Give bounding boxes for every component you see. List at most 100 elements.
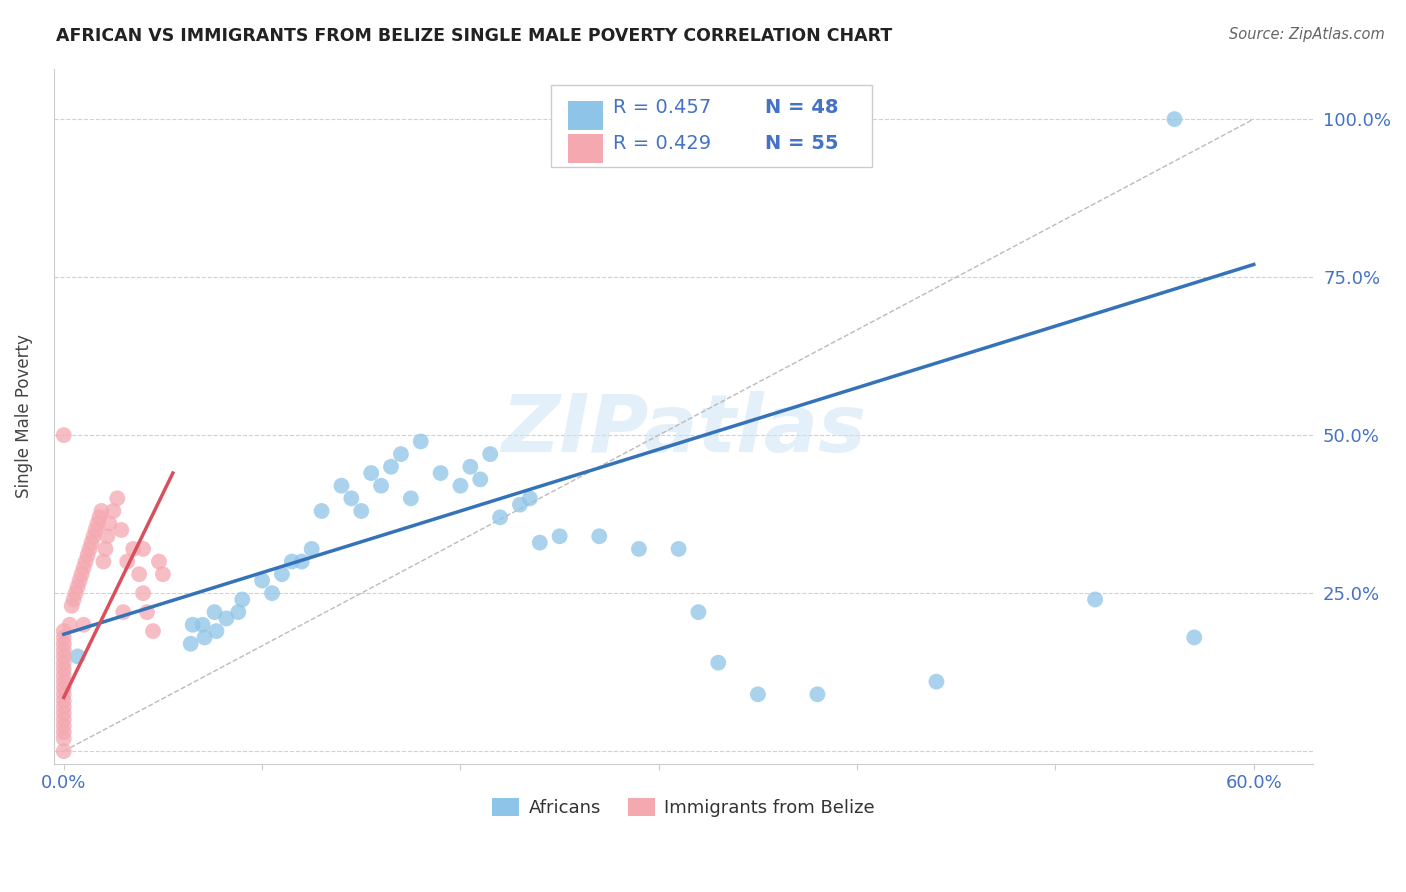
Point bbox=[360, 466, 382, 480]
Point bbox=[301, 541, 323, 556]
Point bbox=[627, 541, 650, 556]
Point bbox=[627, 112, 650, 127]
Point bbox=[449, 479, 471, 493]
Point bbox=[52, 662, 75, 676]
Text: ZIPatlas: ZIPatlas bbox=[501, 391, 866, 469]
Point bbox=[93, 555, 115, 569]
Point bbox=[83, 529, 105, 543]
Point bbox=[110, 523, 132, 537]
Text: AFRICAN VS IMMIGRANTS FROM BELIZE SINGLE MALE POVERTY CORRELATION CHART: AFRICAN VS IMMIGRANTS FROM BELIZE SINGLE… bbox=[56, 27, 893, 45]
Point bbox=[52, 681, 75, 695]
Point bbox=[204, 605, 226, 619]
Point bbox=[271, 567, 294, 582]
Bar bbox=[568, 134, 603, 163]
Point bbox=[60, 599, 83, 613]
Point bbox=[52, 674, 75, 689]
Point bbox=[112, 605, 135, 619]
Point bbox=[142, 624, 165, 638]
Point bbox=[66, 580, 89, 594]
Point bbox=[148, 555, 170, 569]
Y-axis label: Single Male Poverty: Single Male Poverty bbox=[15, 334, 32, 498]
Point bbox=[105, 491, 128, 506]
Point bbox=[65, 586, 87, 600]
Point bbox=[96, 529, 118, 543]
Point bbox=[330, 479, 353, 493]
Text: N = 48: N = 48 bbox=[765, 98, 839, 117]
Point bbox=[370, 479, 392, 493]
Point bbox=[389, 447, 412, 461]
Point bbox=[1084, 592, 1107, 607]
Point bbox=[52, 656, 75, 670]
FancyBboxPatch shape bbox=[551, 86, 873, 168]
Point bbox=[69, 574, 91, 588]
Point bbox=[72, 561, 94, 575]
Point bbox=[806, 687, 828, 701]
Point bbox=[52, 706, 75, 721]
Point bbox=[52, 731, 75, 746]
Point bbox=[479, 447, 502, 461]
Point bbox=[52, 700, 75, 714]
Point bbox=[62, 592, 84, 607]
Point bbox=[668, 541, 690, 556]
Point bbox=[52, 687, 75, 701]
Bar bbox=[568, 101, 603, 129]
Point bbox=[70, 567, 93, 582]
Point bbox=[84, 523, 107, 537]
Point bbox=[215, 611, 238, 625]
Point bbox=[52, 637, 75, 651]
Point bbox=[509, 498, 531, 512]
Point bbox=[340, 491, 363, 506]
Point bbox=[429, 466, 451, 480]
Point bbox=[122, 541, 145, 556]
Point bbox=[588, 529, 610, 543]
Point bbox=[52, 631, 75, 645]
Point bbox=[205, 624, 228, 638]
Point bbox=[707, 656, 730, 670]
Point bbox=[688, 605, 710, 619]
Point bbox=[399, 491, 422, 506]
Point bbox=[489, 510, 512, 524]
Point bbox=[132, 541, 155, 556]
Point bbox=[52, 643, 75, 657]
Point bbox=[260, 586, 283, 600]
Point bbox=[1182, 631, 1205, 645]
Point bbox=[59, 617, 82, 632]
Point bbox=[132, 586, 155, 600]
Point bbox=[519, 491, 541, 506]
Point bbox=[231, 592, 253, 607]
Point bbox=[52, 693, 75, 707]
Point bbox=[94, 541, 117, 556]
Point bbox=[52, 668, 75, 682]
Point bbox=[72, 617, 94, 632]
Point bbox=[89, 510, 111, 524]
Point bbox=[128, 567, 150, 582]
Point bbox=[52, 713, 75, 727]
Point bbox=[291, 555, 314, 569]
Text: R = 0.429: R = 0.429 bbox=[613, 134, 711, 153]
Point bbox=[52, 744, 75, 758]
Point bbox=[152, 567, 174, 582]
Point bbox=[181, 617, 204, 632]
Point bbox=[52, 719, 75, 733]
Point bbox=[380, 459, 402, 474]
Point bbox=[80, 535, 103, 549]
Legend: Africans, Immigrants from Belize: Africans, Immigrants from Belize bbox=[485, 790, 882, 824]
Point bbox=[281, 555, 304, 569]
Point bbox=[66, 649, 89, 664]
Point bbox=[79, 541, 101, 556]
Point bbox=[529, 535, 551, 549]
Point bbox=[52, 725, 75, 739]
Point bbox=[747, 687, 769, 701]
Point bbox=[52, 624, 75, 638]
Point bbox=[1163, 112, 1185, 127]
Point bbox=[548, 529, 571, 543]
Point bbox=[75, 555, 97, 569]
Point bbox=[193, 631, 215, 645]
Point bbox=[115, 555, 138, 569]
Point bbox=[350, 504, 373, 518]
Point bbox=[52, 428, 75, 442]
Point bbox=[86, 516, 108, 531]
Point bbox=[136, 605, 159, 619]
Text: Source: ZipAtlas.com: Source: ZipAtlas.com bbox=[1229, 27, 1385, 42]
Point bbox=[76, 548, 98, 562]
